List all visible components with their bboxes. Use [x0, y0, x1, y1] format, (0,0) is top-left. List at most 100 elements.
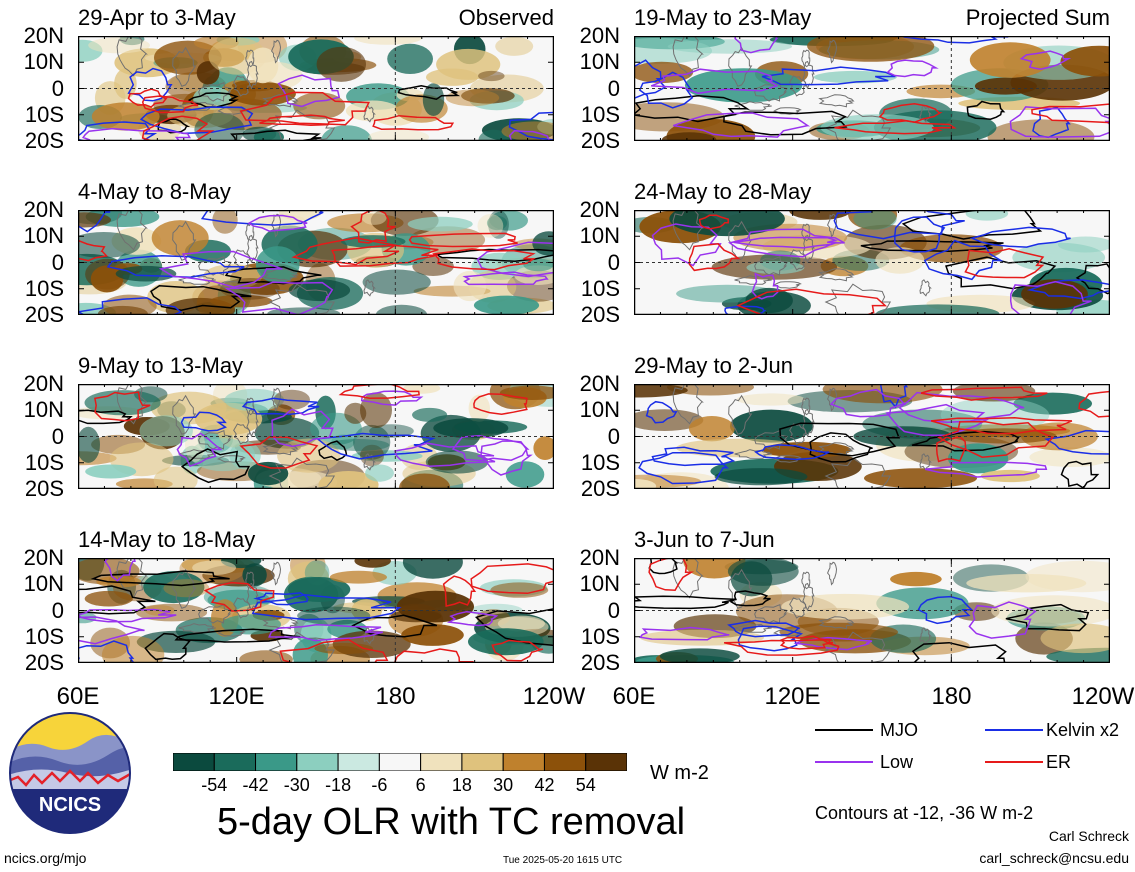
- legend-line-er: [985, 761, 1043, 763]
- panel-title: 14-May to 18-May: [78, 527, 256, 552]
- lat-label: 0: [607, 423, 620, 449]
- olr-map: [634, 210, 1110, 315]
- observed-tag: Observed: [458, 5, 554, 30]
- panel-title: 29-Apr to 3-May: [78, 5, 236, 30]
- footer-email: carl_schreck@ncsu.edu: [979, 850, 1129, 866]
- logo-text: NCICS: [39, 794, 101, 816]
- lat-label: 20N: [23, 371, 64, 396]
- olr-map: [78, 210, 554, 315]
- lon-label: 120W: [522, 683, 586, 710]
- lat-label: 20N: [23, 545, 64, 570]
- lon-label: 180: [375, 683, 416, 710]
- colorbar-swatch: [213, 753, 257, 771]
- panel-title: 29-May to 2-Jun: [634, 353, 793, 378]
- lat-label: 10N: [579, 223, 620, 249]
- lat-label: 20S: [24, 302, 64, 327]
- olr-map: [78, 384, 554, 489]
- colorbar-swatch: [337, 753, 380, 771]
- colorbar-swatch: [296, 753, 339, 771]
- colorbar-swatch: [543, 753, 587, 771]
- panel-title: 3-Jun to 7-Jun: [634, 527, 775, 552]
- colorbar-swatch: [585, 753, 627, 771]
- lat-label: 0: [51, 597, 64, 623]
- lat-label: 20N: [579, 371, 620, 396]
- map-panel-right-3: [634, 384, 1110, 489]
- lat-label: 10N: [23, 49, 64, 75]
- legend-line-low: [815, 761, 873, 763]
- colorbar-swatch: [173, 753, 215, 771]
- lat-label: 10S: [24, 275, 64, 301]
- lat-label: 0: [51, 249, 64, 275]
- lat-label: 20S: [24, 650, 64, 675]
- olr-map: [634, 558, 1110, 663]
- lat-label: 10S: [580, 449, 620, 475]
- lon-label: 60E: [612, 683, 656, 710]
- map-panel-left-2: [78, 210, 554, 315]
- lat-label: 20S: [580, 128, 620, 153]
- lat-label: 10N: [579, 397, 620, 423]
- lat-label: 10N: [579, 571, 620, 597]
- map-panel-left-1: [78, 36, 554, 141]
- colorbar-tick-label: 54: [575, 775, 596, 795]
- lat-label: 20S: [24, 476, 64, 501]
- colorbar-units: W m-2: [650, 762, 709, 784]
- footer-timestamp: Tue 2025-05-20 1615 UTC: [503, 855, 623, 866]
- colorbar-swatch: [502, 753, 545, 771]
- lon-label: 120W: [1071, 683, 1135, 710]
- lat-label: 20S: [24, 128, 64, 153]
- footer-author: Carl Schreck: [1048, 828, 1129, 844]
- panel-title: 24-May to 28-May: [634, 179, 812, 204]
- panel-title: 19-May to 23-May: [634, 5, 812, 30]
- lat-label: 10S: [580, 623, 620, 649]
- lon-label: 120E: [764, 683, 821, 710]
- colorbar-swatch: [420, 753, 463, 771]
- lat-label: 0: [51, 423, 64, 449]
- lat-label: 20N: [579, 23, 620, 48]
- legend-line-mjo: [815, 729, 873, 731]
- ncics-logo: NCICS: [8, 711, 132, 835]
- lon-label: 180: [931, 683, 972, 710]
- lat-label: 20N: [23, 23, 64, 48]
- lat-label: 10N: [23, 397, 64, 423]
- lat-label: 10N: [23, 223, 64, 249]
- lat-label: 10S: [24, 623, 64, 649]
- colorbar-tick-label: 42: [534, 775, 555, 795]
- colorbar: [173, 753, 627, 771]
- legend-label-mjo: MJO: [880, 720, 918, 740]
- lat-label: 10S: [580, 275, 620, 301]
- map-panel-left-4: [78, 558, 554, 663]
- colorbar-tick-label: 30: [493, 775, 514, 795]
- lat-label: 10S: [580, 101, 620, 127]
- colorbar-swatches: [173, 753, 627, 771]
- legend-line-kelvin: [985, 729, 1043, 731]
- colorbar-tick-label: 18: [451, 775, 472, 795]
- colorbar-tick-label: -18: [325, 775, 352, 795]
- lat-label: 0: [607, 249, 620, 275]
- lat-label: 0: [607, 597, 620, 623]
- main-title: 5-day OLR with TC removal: [217, 801, 686, 843]
- colorbar-tick-label: 6: [415, 775, 426, 795]
- map-panel-left-3: [78, 384, 554, 489]
- lat-label: 0: [607, 75, 620, 101]
- colorbar-swatch: [378, 753, 422, 771]
- lat-label: 10S: [24, 101, 64, 127]
- colorbar-tick-label: -6: [371, 775, 388, 795]
- colorbar-swatch: [461, 753, 504, 771]
- map-panel-right-2: [634, 210, 1110, 315]
- lat-label: 20S: [580, 302, 620, 327]
- lat-label: 20N: [23, 197, 64, 222]
- olr-map: [78, 558, 554, 663]
- olr-map: [634, 384, 1110, 489]
- lat-label: 20N: [579, 545, 620, 570]
- colorbar-tick-label: -42: [242, 775, 269, 795]
- map-panel-right-1: [634, 36, 1110, 141]
- legend-label-kelvin: Kelvin x2: [1046, 720, 1120, 740]
- lat-label: 20S: [580, 476, 620, 501]
- lat-label: 20S: [580, 650, 620, 675]
- colorbar-swatch: [255, 753, 298, 771]
- lat-label: 10S: [24, 449, 64, 475]
- lon-label: 120E: [208, 683, 265, 710]
- colorbar-tick-label: -54: [201, 775, 228, 795]
- projected-tag: Projected Sum: [965, 5, 1110, 30]
- legend-label-er: ER: [1046, 752, 1072, 772]
